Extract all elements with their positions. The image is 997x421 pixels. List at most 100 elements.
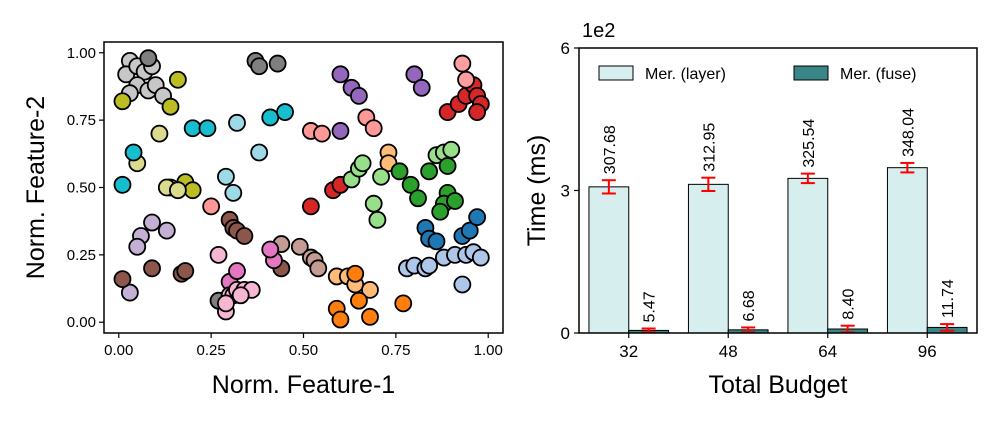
legend-swatch	[598, 65, 634, 81]
scatter-point	[290, 237, 309, 256]
y-tick-label: 6	[561, 39, 570, 58]
y-tick-label: 0.00	[67, 314, 96, 331]
scatter-point	[361, 280, 379, 299]
scatter-point	[394, 294, 413, 313]
scatter-point	[453, 275, 472, 294]
bar-value-label: 325.54	[801, 119, 818, 168]
scatter-point	[471, 248, 490, 267]
scatter-point	[301, 197, 320, 216]
scatter-point	[176, 262, 195, 280]
bar-panel: 307.68 5.47 32 312.95 6.68 48 325.54 8.40 64 348.…	[523, 20, 978, 399]
scatter-point	[361, 307, 379, 326]
y-axis-label: Time (ms)	[523, 135, 551, 247]
scatter-point	[427, 232, 446, 251]
axis-scale-label: 1e2	[582, 20, 615, 42]
y-tick-label: 3	[561, 182, 570, 201]
scatter-point	[217, 294, 235, 313]
y-tick-label: 0.25	[67, 247, 96, 264]
scatter-point	[364, 194, 383, 213]
x-tick-label: 32	[619, 342, 638, 361]
scatter-point	[143, 259, 161, 278]
x-axis-label: Total Budget	[709, 371, 848, 399]
legend-swatch	[793, 65, 829, 81]
bar	[886, 167, 928, 334]
scatter-point	[453, 54, 472, 73]
scatter-point	[460, 221, 479, 240]
scatter-panel: 0.00 0.25 0.50 0.75 1.00 0.00 0.25 0.50 0.75 1.00…	[22, 41, 504, 399]
scatter-point	[401, 175, 420, 194]
bar	[787, 177, 829, 334]
scatter-point	[331, 122, 350, 140]
bar	[687, 183, 729, 334]
scatter-point	[276, 103, 294, 121]
y-tick-label: 0.75	[67, 112, 96, 129]
legend-label: Mer. (layer)	[645, 66, 726, 83]
scatter-point	[412, 78, 431, 97]
scatter-point	[168, 70, 187, 89]
scatter-point	[228, 262, 246, 280]
scatter-point	[139, 49, 158, 68]
scatter-point	[228, 113, 246, 132]
x-tick-label: 64	[818, 342, 837, 361]
scatter-point	[331, 65, 350, 84]
scatter-point	[261, 108, 280, 127]
scatter-point	[457, 70, 475, 89]
x-tick-label: 48	[719, 342, 738, 361]
scatter-point	[183, 119, 202, 138]
x-tick-label: 1.00	[474, 342, 503, 359]
scatter-point	[313, 124, 331, 143]
x-tick-label: 96	[918, 342, 937, 361]
scatter-point	[231, 286, 250, 305]
scatter-point	[198, 119, 217, 138]
scatter-point	[372, 167, 390, 186]
scatter-point	[161, 97, 180, 116]
scatter-point	[331, 310, 350, 329]
bar	[588, 186, 630, 334]
bar-value-label: 348.04	[900, 108, 917, 157]
y-tick-label: 0	[561, 324, 570, 343]
scatter-point	[157, 221, 176, 240]
bar-value-label: 6.68	[741, 290, 758, 321]
y-axis-label: Norm. Feature-2	[22, 96, 50, 279]
legend-label: Mer. (fuse)	[840, 66, 916, 83]
scatter-point	[124, 143, 143, 162]
scatter-point	[468, 103, 487, 121]
bar-value-label: 8.40	[841, 288, 858, 319]
y-tick-label: 1.00	[67, 45, 96, 62]
scatter-point	[217, 167, 235, 186]
scatter-point	[113, 175, 132, 194]
scatter-point	[438, 157, 457, 175]
bar-value-label: 11.74	[940, 279, 957, 318]
scatter-point	[150, 124, 169, 143]
scatter-point	[168, 181, 187, 200]
scatter-point	[143, 213, 161, 232]
scatter-point	[420, 162, 439, 181]
scatter-point	[346, 264, 365, 283]
scatter-point	[209, 245, 228, 264]
scatter-point	[446, 192, 464, 210]
scatter-point	[224, 183, 243, 202]
bar-value-label: 307.68	[602, 125, 619, 174]
bar-value-label: 312.95	[701, 123, 718, 172]
scatter-point	[128, 237, 147, 256]
scatter-point	[409, 189, 427, 208]
x-axis-label: Norm. Feature-1	[212, 371, 395, 399]
x-tick-label: 0.75	[381, 342, 410, 359]
scatter-point	[120, 283, 139, 302]
x-tick-label: 0.00	[104, 342, 133, 359]
scatter-point	[113, 92, 132, 111]
scatter-point	[250, 143, 269, 162]
scatter-point	[202, 197, 221, 216]
scatter-point	[261, 240, 280, 259]
scatter-point	[431, 202, 450, 221]
scatter-point	[420, 256, 439, 275]
scatter-point	[350, 291, 368, 310]
scatter-point	[442, 140, 461, 159]
scatter-point	[309, 259, 328, 278]
scatter-point	[405, 65, 424, 84]
scatter-point	[468, 208, 487, 227]
scatter-point	[268, 54, 287, 73]
scatter-point	[368, 210, 387, 229]
x-tick-label: 0.25	[197, 342, 226, 359]
